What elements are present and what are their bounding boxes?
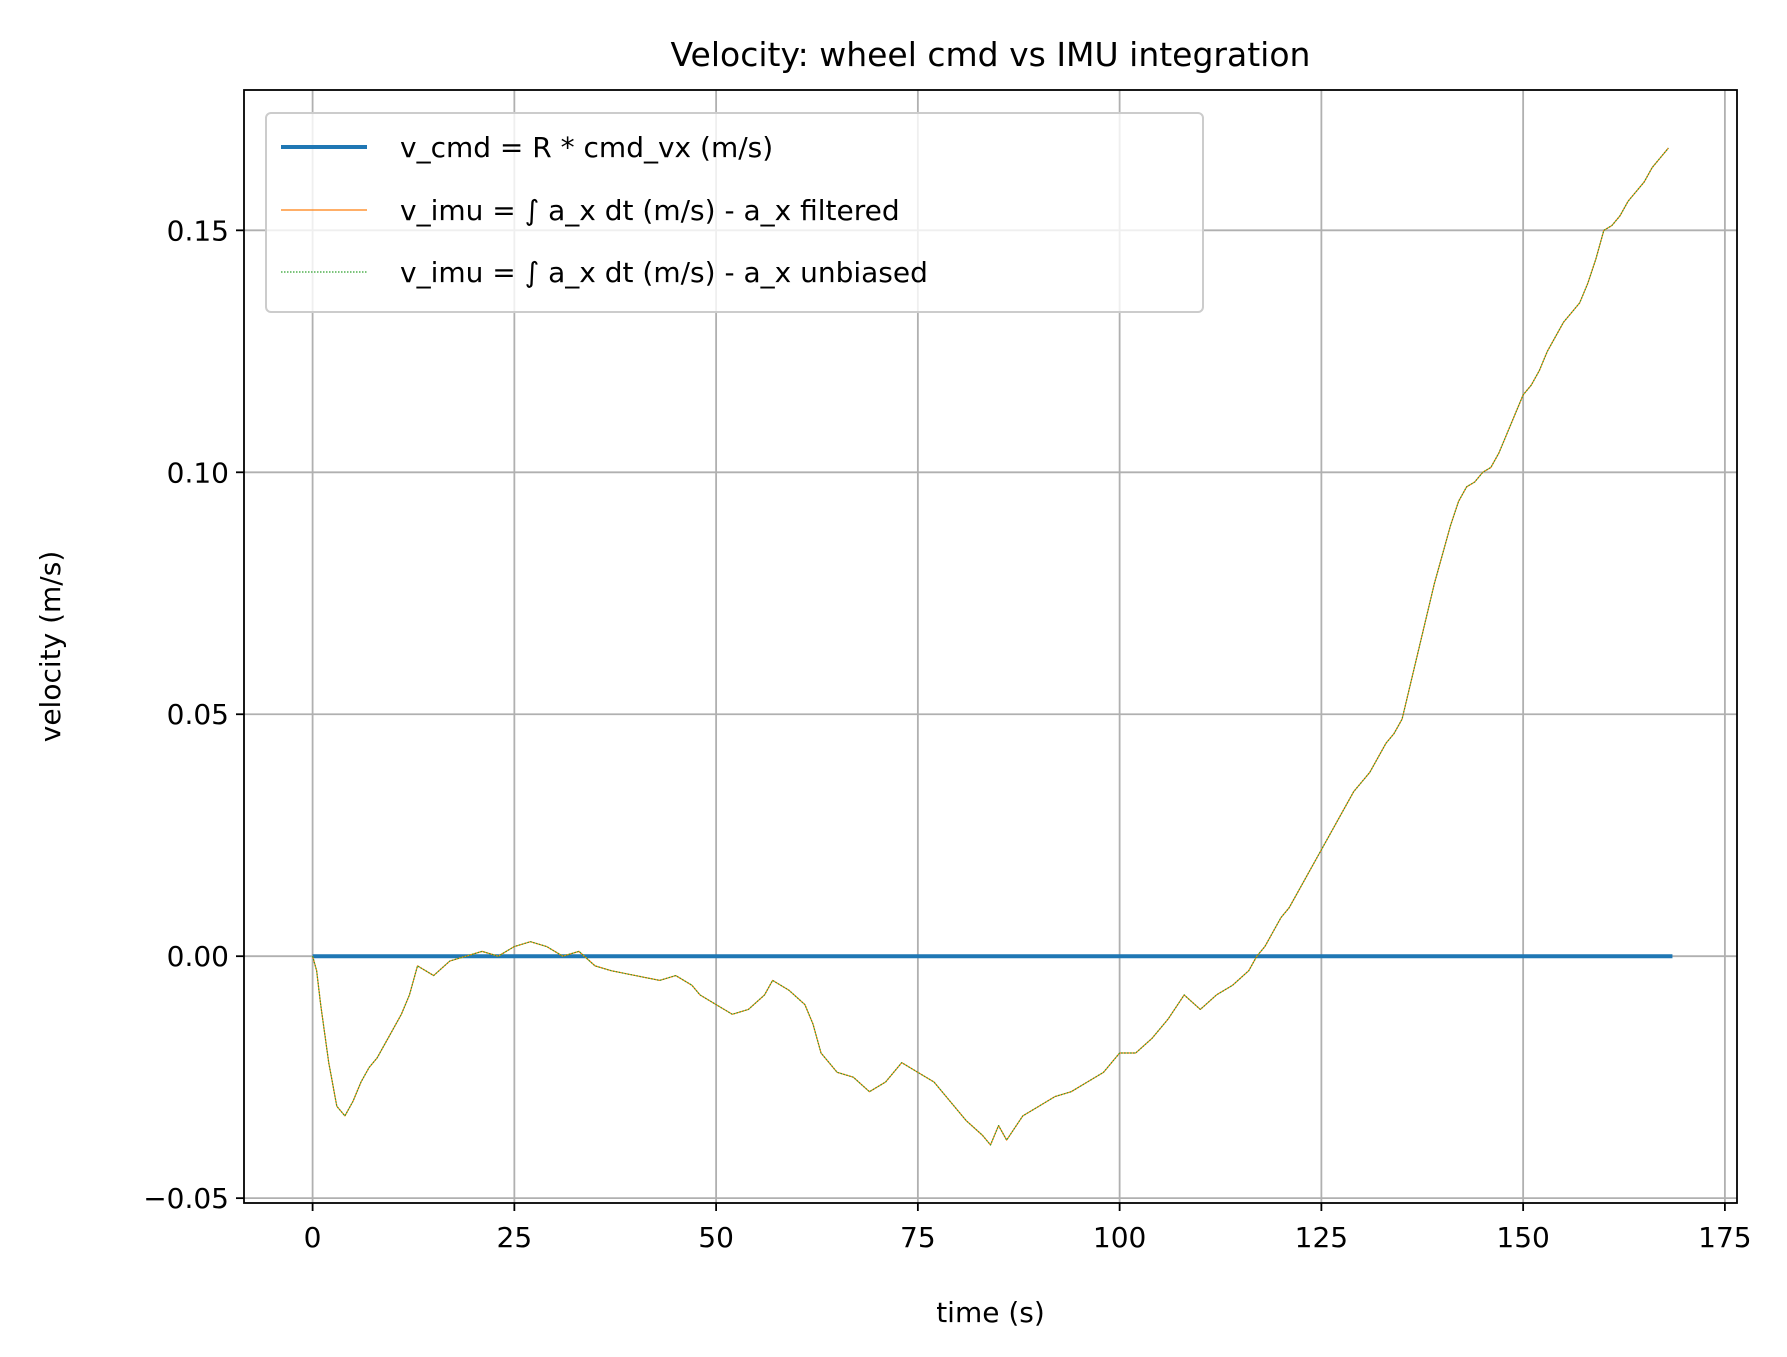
y-tick-label: 0.00 [167, 940, 229, 973]
y-tick-label: 0.15 [167, 214, 229, 247]
series-line-2 [312, 147, 1669, 1146]
x-tick-label: 25 [497, 1221, 533, 1254]
x-tick-label: 50 [698, 1221, 734, 1254]
y-tick-label: 0.05 [167, 698, 229, 731]
y-tick-label: −0.05 [143, 1182, 229, 1215]
x-tick-label: 100 [1093, 1221, 1146, 1254]
legend-label-v-imu-unbiased: v_imu = ∫ a_x dt (m/s) - a_x unbiased [400, 256, 928, 289]
plot-frame [243, 89, 1738, 1204]
legend-box [265, 112, 1204, 313]
x-tick-label: 175 [1698, 1221, 1751, 1254]
ticks: 0 25 50 75 100 125 150 175 −0.05 0.00 0.05 0.10 0.15 [143, 214, 1751, 1254]
series-layer [312, 147, 1673, 1146]
y-tick-label: 0.10 [167, 456, 229, 489]
legend-label-v-imu-filtered: v_imu = ∫ a_x dt (m/s) - a_x filtered [400, 194, 900, 227]
x-tick-label: 150 [1496, 1221, 1549, 1254]
y-axis-label: velocity (m/s) [34, 551, 67, 742]
x-tick-label: 0 [304, 1221, 322, 1254]
legend-label-v-cmd: v_cmd = R * cmd_vx (m/s) [400, 131, 773, 164]
chart-title: Velocity: wheel cmd vs IMU integration [671, 35, 1311, 74]
x-axis-label: time (s) [936, 1296, 1045, 1329]
legend: v_cmd = R * cmd_vx (m/s) v_imu = ∫ a_x d… [265, 112, 1204, 313]
x-tick-label: 125 [1295, 1221, 1348, 1254]
x-tick-label: 75 [900, 1221, 936, 1254]
